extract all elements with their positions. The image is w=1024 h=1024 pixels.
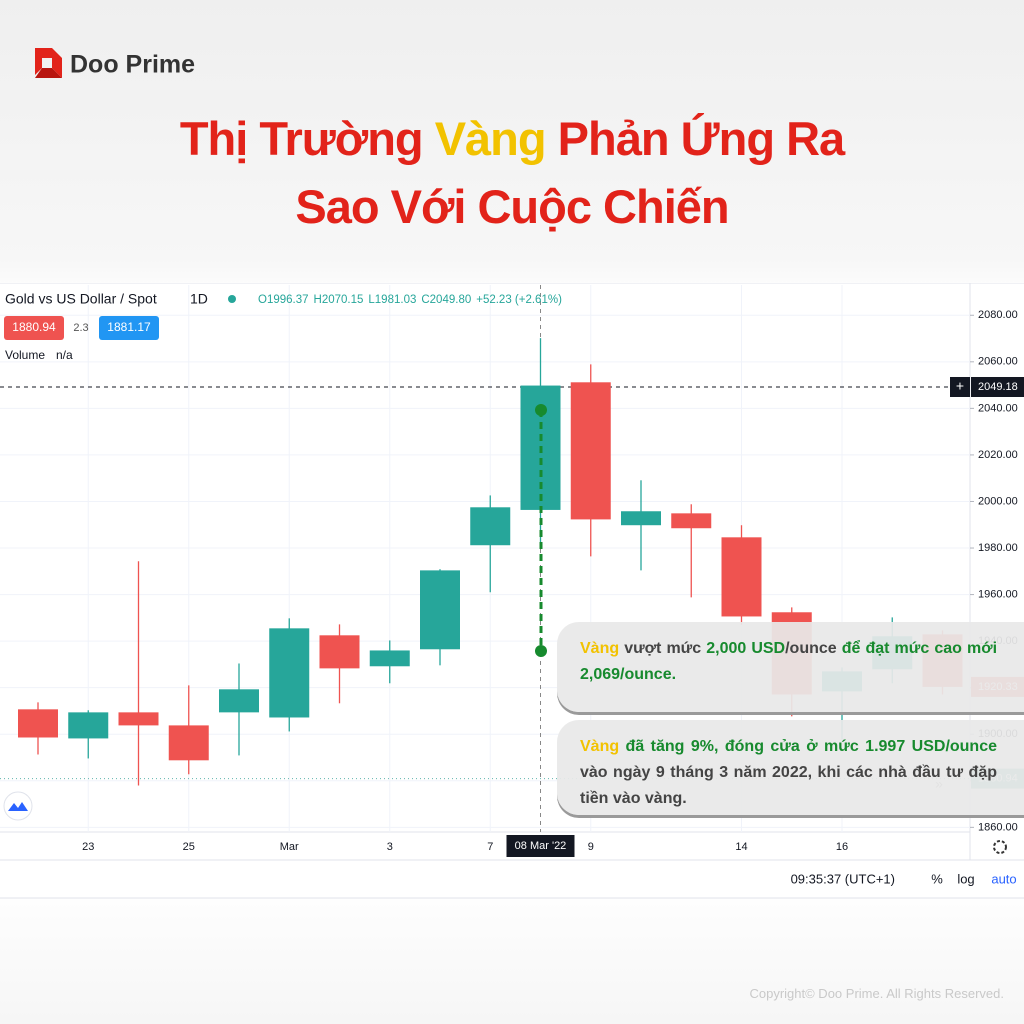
candle-body <box>319 635 360 669</box>
candle-body <box>369 650 410 667</box>
tv-logo <box>8 802 28 811</box>
annotation-box: Vàng vượt mức 2,000 USD/ounce để đạt mức… <box>557 622 1024 712</box>
symbol: Gold vs US Dollar / Spot <box>5 291 157 307</box>
annotation-dot <box>535 404 547 416</box>
ask-price: 1881.17 <box>107 320 151 334</box>
buy-box[interactable] <box>99 316 159 340</box>
candle-body <box>68 712 109 739</box>
clock: 09:35:37 (UTC+1) <box>791 871 895 886</box>
annotation-text: để đạt mức cao mới 2,069/ounce. <box>580 640 1002 683</box>
x-tick-label: 9 <box>588 841 594 853</box>
price-label: 2049.18 <box>978 381 1018 393</box>
x-tick-label: 14 <box>735 841 747 853</box>
y-tick-label: 1980.00 <box>978 542 1018 554</box>
title-segment: Sao Với Cuộc Chiến <box>295 180 729 233</box>
tv-logo[interactable] <box>3 791 33 821</box>
add-button-icon: + <box>956 378 964 394</box>
y-tick-label: 2040.00 <box>978 402 1018 414</box>
toolbar-button[interactable]: auto <box>991 871 1016 886</box>
y-tick-label: 1860.00 <box>978 821 1018 833</box>
y-tick-label: 2020.00 <box>978 449 1018 461</box>
ohlc-value: O1996.37 <box>258 294 309 306</box>
ohlc-value: L1981.03 <box>368 294 416 306</box>
candle-body <box>721 537 762 617</box>
sell-box[interactable] <box>4 316 64 340</box>
market-status <box>228 295 236 303</box>
candle-body <box>219 689 259 713</box>
bid-price: 1880.94 <box>12 320 56 334</box>
annotation-text: /ounce <box>785 640 842 657</box>
annotation-dot <box>535 645 547 657</box>
ohlc-value: +52.23 (+2.61%) <box>476 294 562 306</box>
spread: 2.3 <box>73 322 88 334</box>
candle-body <box>420 570 460 650</box>
volume-label: Volume <box>5 348 45 362</box>
annotation-box: Vàng đã tăng 9%, đóng cửa ở mức 1.997 US… <box>557 720 1024 815</box>
title-segment: Vàng <box>434 112 547 165</box>
logo-icon <box>35 48 62 78</box>
price-label-box <box>971 376 1024 397</box>
y-tick-label: 1960.00 <box>978 588 1018 600</box>
x-tick-label: 23 <box>82 841 94 853</box>
x-tick-label: Mar <box>280 841 299 853</box>
y-tick-label: 2080.00 <box>978 309 1018 321</box>
candle-body <box>621 511 661 526</box>
annotation-text: Vàng <box>580 640 620 657</box>
ohlc-value: C2049.80 <box>421 294 471 306</box>
title-line: Thị Trường Vàng Phản Ứng Ra <box>0 105 1024 173</box>
copyright: Copyright© Doo Prime. All Rights Reserve… <box>749 986 1004 1001</box>
crosshair-label-box <box>506 835 575 857</box>
title-line: Sao Với Cuộc Chiến <box>0 173 1024 241</box>
candle-body <box>671 513 712 529</box>
candle-body <box>269 628 310 718</box>
y-tick-label: 2000.00 <box>978 495 1018 507</box>
add-button <box>950 376 970 397</box>
x-tick-label: 16 <box>836 841 848 853</box>
candle-body <box>470 507 511 546</box>
logo-icon <box>35 68 62 78</box>
annotation-text: Vàng <box>580 738 620 755</box>
y-tick-label: 2060.00 <box>978 356 1018 368</box>
crosshair-x-label: 08 Mar '22 <box>515 840 567 852</box>
x-tick-label: 7 <box>487 841 493 853</box>
title: Thị Trường Vàng Phản Ứng Ra Sao Với Cuộc … <box>0 105 1024 241</box>
volume-value: n/a <box>56 348 73 362</box>
toolbar-button[interactable]: % <box>931 871 943 886</box>
annotation-text: 2,000 USD <box>706 640 786 657</box>
annotation-text: vượt mức <box>619 640 707 657</box>
annotation-text: đã tăng 9%, đóng cửa ở mức 1.997 USD/oun… <box>619 738 997 755</box>
settings-icon[interactable] <box>993 840 1007 854</box>
candle-body <box>570 382 611 520</box>
interval: 1D <box>190 291 208 307</box>
toolbar-button[interactable]: log <box>957 871 974 886</box>
logo-text: Doo Prime <box>70 51 195 79</box>
logo: Doo Prime <box>35 48 195 79</box>
annotation-text: vào ngày 9 tháng 3 năm 2022, khi các nhà… <box>580 738 1002 807</box>
x-tick-label: 3 <box>387 841 393 853</box>
ohlc-value: H2070.15 <box>314 294 364 306</box>
candle-body <box>168 725 209 761</box>
candle-body <box>118 712 159 726</box>
x-tick-label: 25 <box>183 841 195 853</box>
title-segment: Phản Ứng Ra <box>545 112 846 165</box>
title-segment: Thị Trường <box>179 112 435 165</box>
candle-body <box>18 709 58 738</box>
